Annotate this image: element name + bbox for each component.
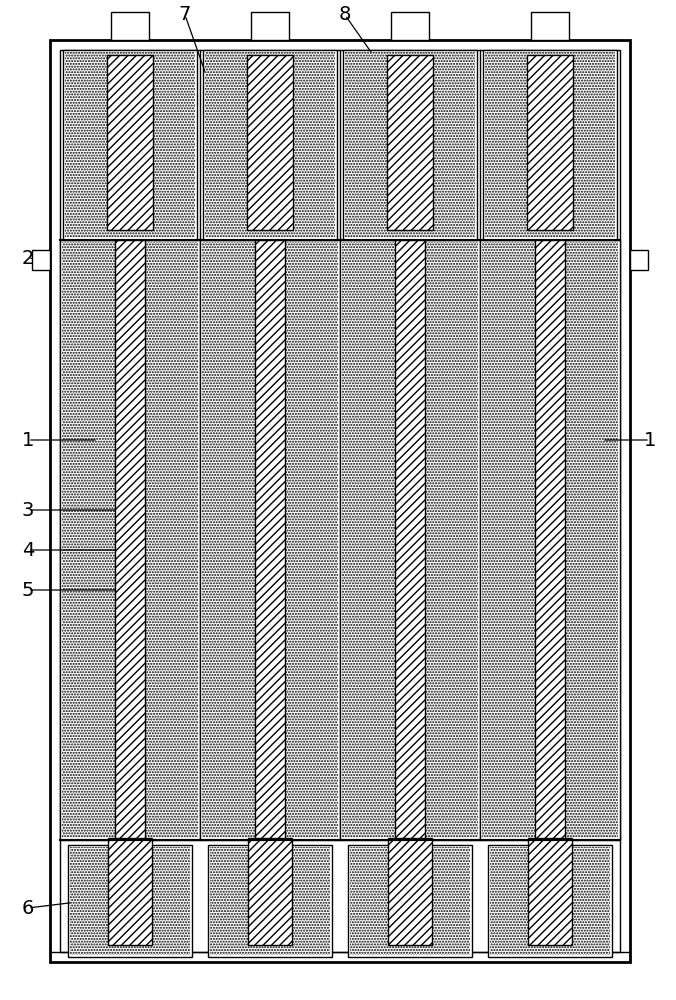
Bar bbox=[285, 242, 338, 838]
Bar bbox=[483, 50, 617, 240]
Bar bbox=[529, 838, 572, 945]
Text: 4: 4 bbox=[22, 540, 34, 560]
Bar bbox=[203, 50, 337, 240]
Bar bbox=[350, 847, 470, 955]
Bar bbox=[68, 845, 192, 957]
Bar bbox=[62, 242, 115, 838]
Text: 7: 7 bbox=[179, 5, 191, 24]
Bar bbox=[340, 240, 480, 840]
Text: 1: 1 bbox=[22, 430, 34, 450]
Bar bbox=[251, 12, 289, 40]
Bar bbox=[107, 55, 153, 230]
Bar bbox=[200, 240, 340, 840]
Bar bbox=[255, 240, 285, 840]
Bar bbox=[527, 55, 573, 230]
Text: 1: 1 bbox=[644, 430, 656, 450]
Bar bbox=[210, 847, 330, 955]
Bar bbox=[391, 12, 429, 40]
Bar bbox=[108, 838, 151, 945]
Bar bbox=[630, 250, 648, 270]
Bar bbox=[247, 55, 293, 230]
Bar bbox=[345, 52, 475, 238]
Bar bbox=[395, 240, 425, 840]
Bar bbox=[490, 847, 610, 955]
Bar bbox=[387, 55, 433, 230]
Bar bbox=[480, 240, 620, 840]
Bar bbox=[63, 50, 197, 240]
Bar bbox=[488, 845, 612, 957]
Text: 2: 2 bbox=[22, 248, 34, 267]
Bar bbox=[205, 52, 335, 238]
Bar bbox=[482, 242, 535, 838]
Bar bbox=[70, 847, 190, 955]
Bar bbox=[248, 838, 292, 945]
Bar bbox=[531, 12, 569, 40]
Bar bbox=[485, 52, 615, 238]
Text: 8: 8 bbox=[339, 5, 352, 24]
Bar bbox=[60, 50, 620, 952]
Bar bbox=[50, 40, 630, 962]
Text: 3: 3 bbox=[22, 500, 34, 520]
Bar bbox=[32, 250, 50, 270]
Bar bbox=[348, 845, 472, 957]
Bar bbox=[202, 242, 255, 838]
Bar bbox=[343, 50, 477, 240]
Bar bbox=[208, 845, 332, 957]
Bar bbox=[145, 242, 198, 838]
Bar bbox=[388, 838, 432, 945]
Bar bbox=[535, 240, 565, 840]
Bar bbox=[342, 242, 395, 838]
Bar bbox=[425, 242, 478, 838]
Bar bbox=[115, 240, 145, 840]
Text: 5: 5 bbox=[22, 580, 34, 599]
Bar bbox=[65, 52, 195, 238]
Bar bbox=[111, 12, 149, 40]
Bar bbox=[565, 242, 618, 838]
Bar bbox=[60, 240, 200, 840]
Text: 6: 6 bbox=[22, 898, 34, 918]
